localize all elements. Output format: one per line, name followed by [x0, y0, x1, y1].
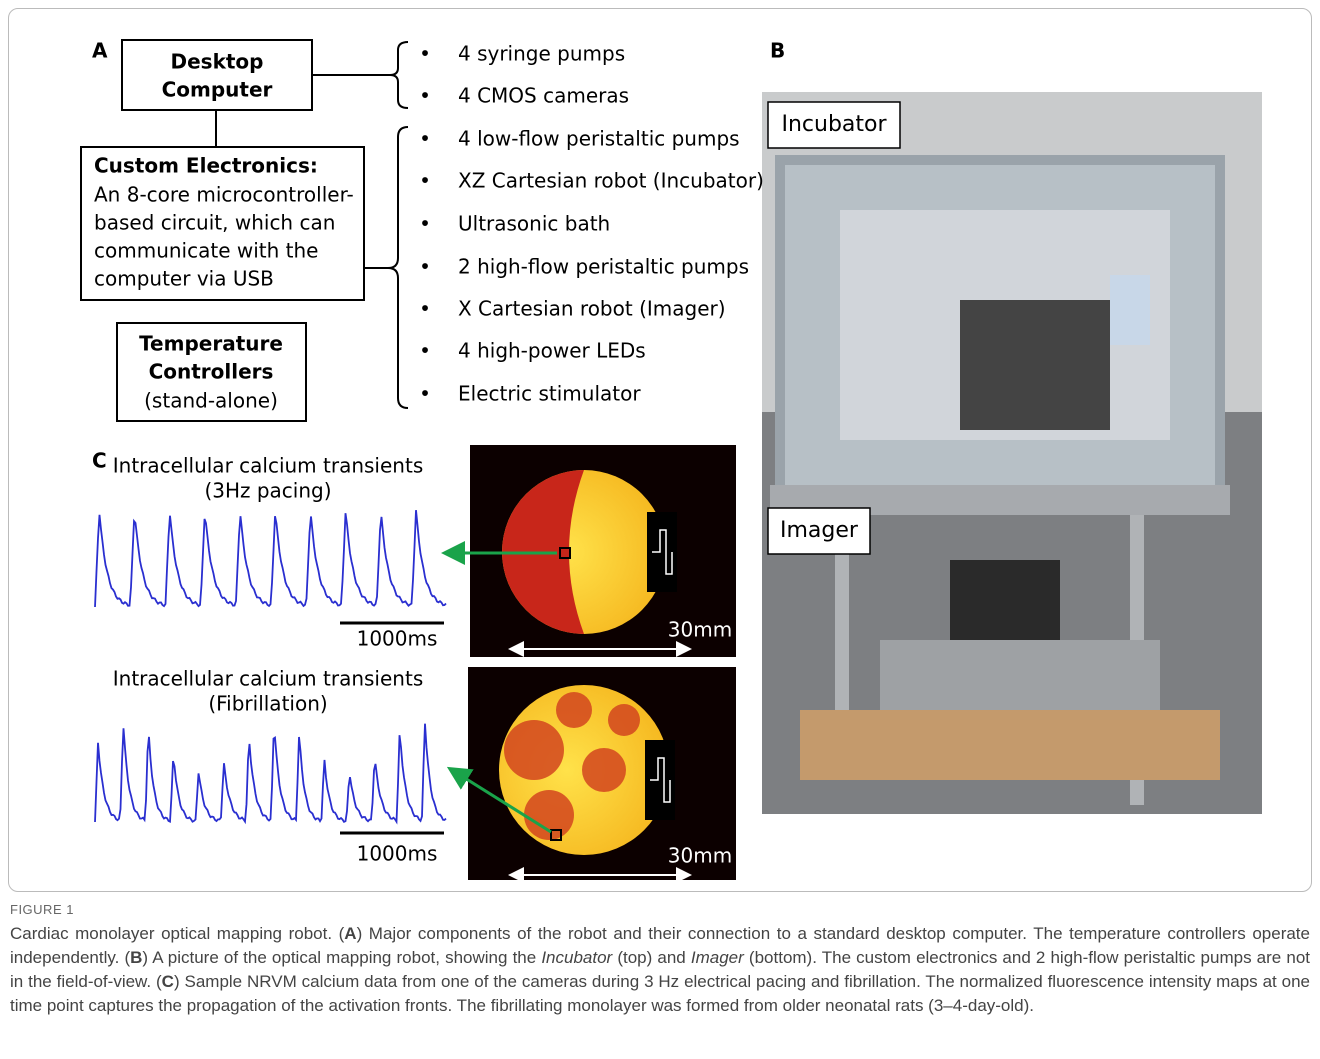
device-item: 4 low-flow peristaltic pumps [458, 127, 740, 151]
box-text: based circuit, which can [94, 211, 335, 235]
device-item: Electric stimulator [458, 382, 641, 406]
time-scale-label: 1000ms [357, 627, 438, 651]
robot-photo [762, 92, 1262, 814]
figure: A Desktop Computer Custom Electronics: A… [0, 0, 1320, 900]
trace-title: (Fibrillation) [208, 692, 327, 716]
brace [388, 127, 408, 408]
caption-text: C [162, 972, 174, 991]
box-title: Custom Electronics: [94, 154, 318, 178]
device-item: Ultrasonic bath [458, 212, 610, 236]
calcium-trace [95, 724, 446, 822]
photo-label: Imager [780, 518, 859, 543]
bullet: • [419, 297, 431, 321]
calcium-trace [95, 510, 446, 607]
bullet: • [419, 255, 431, 279]
caption-text: ) Sample NRVM calcium data from one of t… [10, 972, 1310, 1015]
box-text: Computer [162, 78, 273, 102]
caption: Cardiac monolayer optical mapping robot.… [10, 922, 1310, 1018]
device-item: 2 high-flow peristaltic pumps [458, 255, 749, 279]
caption-text: Imager [691, 948, 744, 967]
panel-label: A [92, 39, 108, 63]
panel-label: B [770, 39, 785, 63]
box-text: An 8-core microcontroller- [94, 183, 354, 207]
caption-text: B [130, 948, 142, 967]
box-text: Desktop [171, 50, 264, 74]
box-text: computer via USB [94, 267, 274, 291]
device-item: X Cartesian robot (Imager) [458, 297, 726, 321]
caption-text: Cardiac monolayer optical mapping robot.… [10, 924, 344, 943]
space-scale-label: 30mm [668, 618, 732, 642]
activation-front [556, 692, 592, 728]
caption-text: ) A picture of the optical mapping robot… [142, 948, 541, 967]
activation-front [608, 704, 640, 736]
box-text: (stand-alone) [144, 389, 278, 413]
trace-title: (3Hz pacing) [204, 479, 331, 503]
space-scale-label: 30mm [668, 844, 732, 868]
page: A Desktop Computer Custom Electronics: A… [0, 0, 1320, 1059]
device-item: XZ Cartesian robot (Incubator) [458, 169, 764, 193]
bullet: • [419, 212, 431, 236]
panel-label: C [92, 449, 107, 473]
bullet: • [419, 382, 431, 406]
bullet: • [419, 42, 431, 66]
time-scale-label: 1000ms [357, 842, 438, 866]
photo-label: Incubator [781, 112, 887, 137]
device-item: 4 CMOS cameras [458, 84, 629, 108]
bullet: • [419, 127, 431, 151]
bullet: • [419, 339, 431, 363]
caption-text: A [344, 924, 356, 943]
trace-title: Intracellular calcium transients [113, 454, 423, 478]
caption-text: (top) and [612, 948, 691, 967]
box-text: communicate with the [94, 239, 318, 263]
trace-title: Intracellular calcium transients [113, 667, 423, 691]
brace [390, 42, 408, 108]
device-item: 4 syringe pumps [458, 42, 625, 66]
activation-front [504, 720, 564, 780]
device-item: 4 high-power LEDs [458, 339, 646, 363]
box-text: Temperature [139, 332, 283, 356]
caption-label: FIGURE 1 [10, 902, 74, 917]
bullet: • [419, 84, 431, 108]
bullet: • [419, 169, 431, 193]
activation-front [582, 748, 626, 792]
box-text: Controllers [149, 360, 274, 384]
caption-text: Incubator [541, 948, 612, 967]
